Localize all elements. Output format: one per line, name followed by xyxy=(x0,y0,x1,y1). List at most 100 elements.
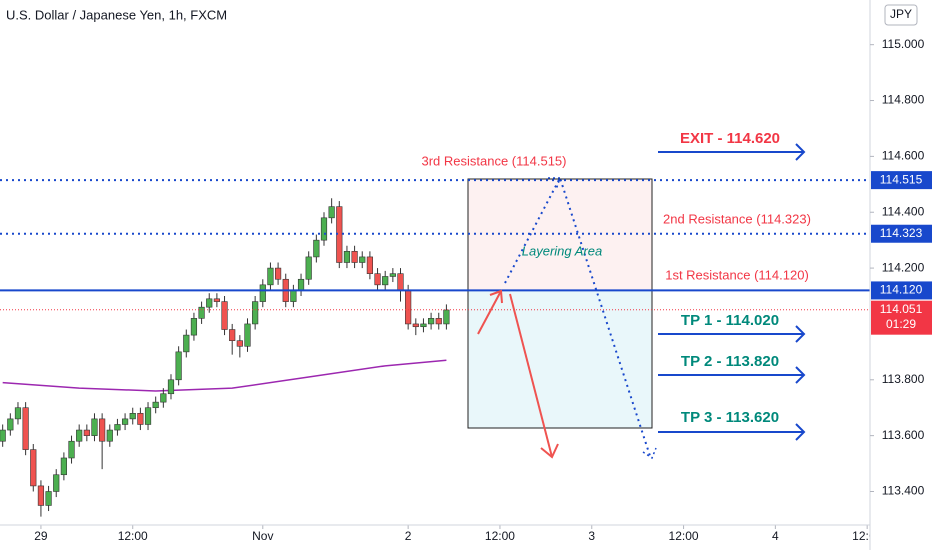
level-label: 114.323 xyxy=(880,226,923,240)
x-tick-label: Nov xyxy=(252,529,273,543)
candle-body xyxy=(190,318,198,336)
candle-body xyxy=(359,256,366,263)
candle-body xyxy=(290,290,297,302)
candle-body xyxy=(427,318,435,325)
candle-body xyxy=(129,412,136,420)
y-tick-label: 114.400 xyxy=(882,204,925,218)
candle-body xyxy=(320,217,328,241)
chart-title: U.S. Dollar / Japanese Yen, 1h, FXCM xyxy=(6,7,227,22)
candle-body xyxy=(7,418,14,431)
candle-body xyxy=(313,239,320,258)
candle-body xyxy=(366,256,373,274)
level-badge xyxy=(871,224,932,243)
y-tick-label: 113.800 xyxy=(882,372,925,386)
target-zone xyxy=(467,289,653,429)
candle-body xyxy=(121,418,129,425)
candle-body xyxy=(14,407,22,420)
candle-body xyxy=(412,323,419,328)
candle-body xyxy=(106,429,113,442)
red-arrow xyxy=(477,290,502,335)
y-tick-label: 115.000 xyxy=(882,37,925,51)
x-tick-label: 12:00 xyxy=(485,529,515,543)
candle-body xyxy=(259,284,266,302)
candle-body xyxy=(374,273,381,286)
resistance-label: 2nd Resistance (114.323) xyxy=(663,211,811,226)
arrow-head xyxy=(795,423,806,441)
annotations: EXIT - 114.620 3rd Resistance (114.515) … xyxy=(421,130,811,460)
candle-body xyxy=(206,298,213,308)
candle-body xyxy=(152,401,159,409)
arrow-head xyxy=(540,443,559,459)
x-tick-label: 12:00 xyxy=(118,529,148,543)
x-tick-label: 4 xyxy=(772,529,779,543)
projection-head xyxy=(642,447,657,460)
level-badge xyxy=(871,281,932,300)
plot-area: 29 12:00 Nov 2 12:00 3 12:00 4 12:00 xyxy=(0,178,883,543)
candle-body xyxy=(99,418,106,442)
tp-label: TP 1 - 114.020 xyxy=(681,312,779,329)
candle-body xyxy=(435,318,442,325)
candle-body xyxy=(83,429,90,436)
arrow-head xyxy=(795,366,806,384)
candle-body xyxy=(351,251,358,263)
candle-body xyxy=(114,424,121,431)
candle-body xyxy=(221,301,228,330)
candle-body xyxy=(76,429,83,442)
candle-body xyxy=(236,340,243,347)
candle-body xyxy=(443,309,450,325)
projection-head xyxy=(548,177,562,191)
arrow-head xyxy=(795,325,806,343)
candle-body xyxy=(198,306,205,319)
candle-body xyxy=(420,323,427,328)
level-badge xyxy=(871,300,932,335)
candle-body xyxy=(37,485,45,506)
candle-body xyxy=(244,323,251,347)
red-arrow xyxy=(509,293,553,458)
level-label: 114.120 xyxy=(880,283,923,297)
x-tick-label: 3 xyxy=(588,529,595,543)
candle-body xyxy=(0,429,6,442)
currency-label: JPY xyxy=(890,7,912,21)
candle-body xyxy=(22,407,29,450)
candle-body xyxy=(91,418,98,436)
price-axis-panel xyxy=(870,0,932,550)
tp-label: TP 3 - 113.620 xyxy=(681,409,779,426)
projection-path xyxy=(504,175,651,457)
y-tick-label: 114.600 xyxy=(882,149,925,163)
candle-body xyxy=(144,407,152,425)
countdown-label: 01:29 xyxy=(886,317,916,331)
candle-body xyxy=(389,273,396,277)
candle-body xyxy=(160,393,167,403)
candle-body xyxy=(45,491,52,506)
candle-body xyxy=(53,474,60,492)
currency-badge xyxy=(884,4,918,26)
x-tick-label: 29 xyxy=(34,529,48,543)
arrow-head xyxy=(489,289,503,304)
moving-average xyxy=(2,359,447,392)
candle-body xyxy=(175,351,182,381)
candle-body xyxy=(252,301,259,325)
candle-body xyxy=(274,267,282,280)
candle-body xyxy=(30,449,37,487)
candle-body xyxy=(297,278,305,291)
candle-body xyxy=(343,251,351,263)
resistance-label: 3rd Resistance (114.515) xyxy=(421,153,566,168)
y-tick-label: 113.600 xyxy=(882,428,925,442)
x-tick-label: 2 xyxy=(405,529,412,543)
layering-label: Layering Area xyxy=(522,243,602,258)
y-tick-label: 114.200 xyxy=(882,260,925,274)
candle-body xyxy=(405,290,412,325)
candle-body xyxy=(68,440,75,459)
candle-body xyxy=(382,276,389,286)
candle-body xyxy=(229,329,236,341)
y-tick-label: 113.400 xyxy=(882,484,925,498)
y-tick-label: 114.800 xyxy=(882,93,925,107)
tp-label: TP 2 - 113.820 xyxy=(681,353,779,370)
exit-label: EXIT - 114.620 xyxy=(680,130,780,147)
candle-body xyxy=(305,256,312,280)
candle-body xyxy=(183,334,190,353)
x-tick-label: 12:00 xyxy=(669,529,699,543)
level-label: 114.515 xyxy=(880,172,923,186)
